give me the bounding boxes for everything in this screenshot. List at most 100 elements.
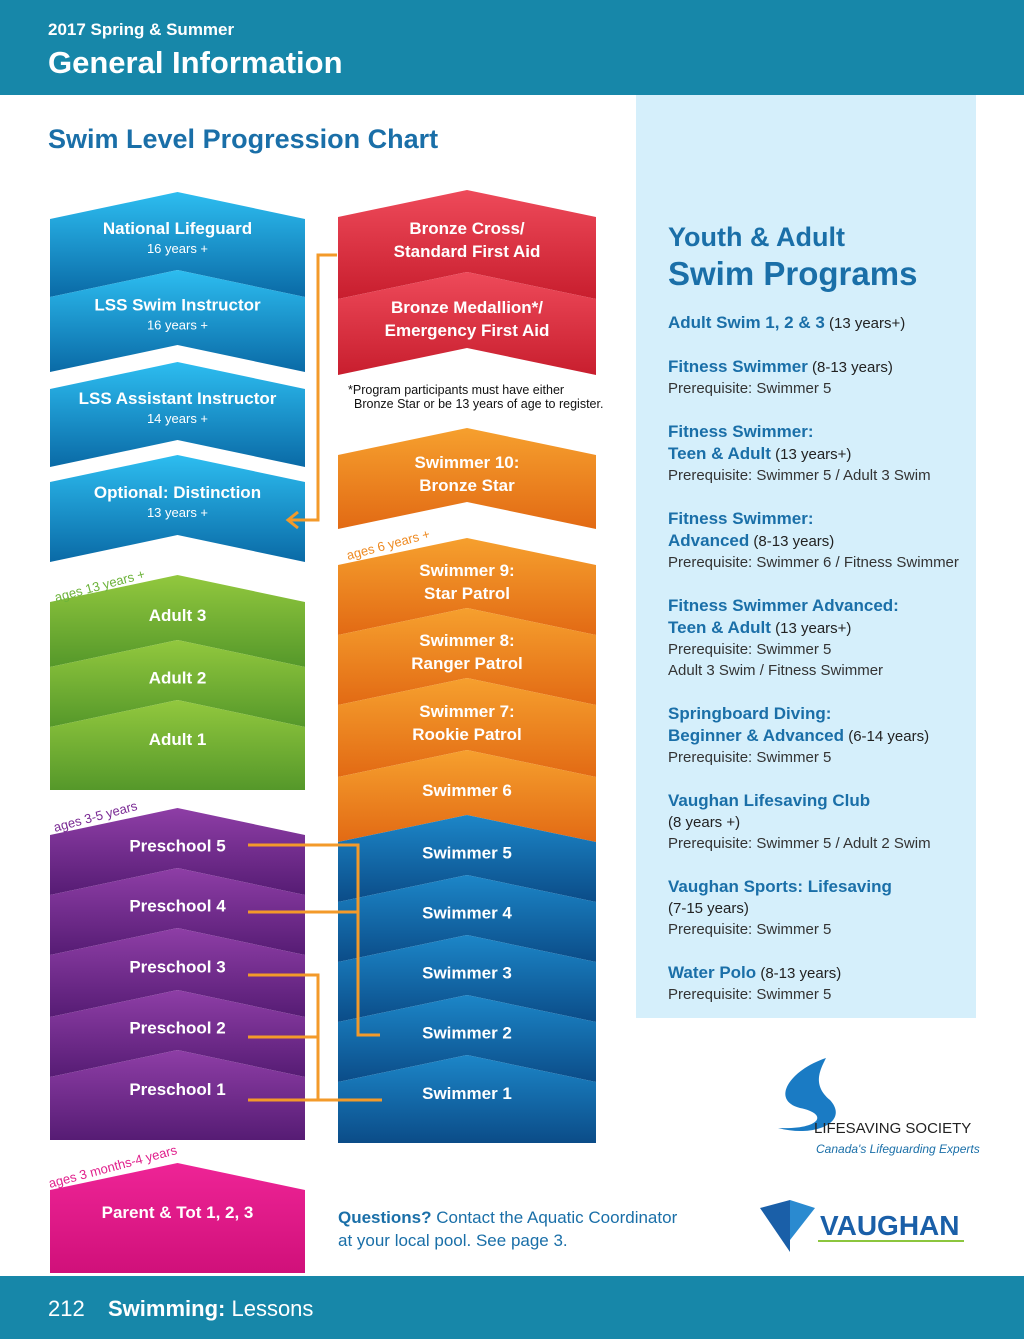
program: Fitness Swimmer: Advanced (8-13 years) Pre… <box>668 508 966 573</box>
program-line: Adult Swim 1, 2 & 3 (13 years+) <box>668 312 966 334</box>
program: Fitness Swimmer: Teen & Adult (13 years+)… <box>668 421 966 486</box>
level-label: LSS Swim Instructor <box>94 296 261 315</box>
level-label: Swimmer 8: <box>419 631 514 650</box>
chart-title: Swim Level Progression Chart <box>48 124 438 154</box>
level-label: LSS Assistant Instructor <box>79 389 277 408</box>
level-label: Swimmer 10: <box>415 453 520 472</box>
program-ages: (6-14 years) <box>848 728 930 745</box>
connectors <box>248 253 382 1102</box>
questions-text: Contact the Aquatic Coordinator <box>436 1208 677 1227</box>
header-season: 2017 Spring & Summer <box>48 20 235 39</box>
program-line: Teen & Adult (13 years+) <box>668 617 966 639</box>
level-label: Bronze Star <box>419 476 515 495</box>
program-name: Fitness Swimmer Advanced: <box>668 596 899 615</box>
vaughan-logo <box>790 1200 815 1240</box>
program-ages: (7-15 years) <box>668 900 749 917</box>
program-line: Fitness Swimmer: <box>668 421 966 443</box>
program-detail: Prerequisite: Swimmer 5 / Adult 2 Swim <box>668 835 931 852</box>
level-block <box>50 928 305 1017</box>
level-label: Emergency First Aid <box>385 321 550 340</box>
level-block <box>50 575 305 667</box>
program-detail: Prerequisite: Swimmer 6 / Fitness Swimme… <box>668 554 959 571</box>
program-detail: Prerequisite: Swimmer 5 / Adult 3 Swim <box>668 467 931 484</box>
program: Adult Swim 1, 2 & 3 (13 years+) <box>668 312 966 334</box>
program-name: Teen & Adult <box>668 618 771 637</box>
program-name: Fitness Swimmer: <box>668 509 814 528</box>
level-label: Swimmer 1 <box>422 1084 512 1103</box>
level-block <box>338 608 596 705</box>
level-label: Swimmer 7: <box>419 702 514 721</box>
level-label: Star Patrol <box>424 584 510 603</box>
program-detail: Prerequisite: Swimmer 5 <box>668 921 832 938</box>
program-line: Teen & Adult (13 years+) <box>668 443 966 465</box>
level-block <box>338 190 596 299</box>
program-detail: Prerequisite: Swimmer 5 <box>668 641 832 658</box>
level-block <box>338 935 596 1022</box>
level-label: Swimmer 2 <box>422 1024 512 1043</box>
level-block <box>50 270 305 372</box>
program-name: Fitness Swimmer <box>668 357 808 376</box>
page-number: 212 <box>48 1296 85 1321</box>
level-label: Optional: Distinction <box>94 483 261 502</box>
program-name: Fitness Swimmer: <box>668 422 814 441</box>
level-block <box>50 362 305 467</box>
connector <box>248 843 380 1037</box>
level-label: Ranger Patrol <box>411 654 522 673</box>
header-bar <box>0 0 1024 95</box>
level-age: 16 years + <box>147 241 208 256</box>
connector <box>248 973 320 1100</box>
program-name: Vaughan Sports: Lifesaving <box>668 877 892 896</box>
questions-text: at your local pool. See page 3. <box>338 1231 568 1250</box>
level-block <box>50 700 305 790</box>
level-label: Preschool 3 <box>129 958 225 977</box>
lifesaving-name: LIFESAVING SOCIETY <box>814 1120 971 1137</box>
level-label: Preschool 4 <box>129 897 226 916</box>
program-name: Adult Swim 1, 2 & 3 <box>668 313 825 332</box>
program-line: Water Polo (8-13 years) <box>668 962 966 984</box>
lifesaving-tagline: Canada's Lifeguarding Experts <box>816 1142 980 1156</box>
level-block <box>50 1163 305 1273</box>
program-ages: (13 years+) <box>775 446 852 463</box>
program: Vaughan Sports: Lifesaving (7-15 years) Pr… <box>668 876 966 940</box>
program-ages: (13 years+) <box>775 620 852 637</box>
program-line: Advanced (8-13 years) <box>668 530 966 552</box>
program: Springboard Diving: Beginner & Advanced (… <box>668 703 966 768</box>
program-ages: (8 years +) <box>668 814 741 831</box>
program-line: Fitness Swimmer: <box>668 508 966 530</box>
program-line: Vaughan Lifesaving Club <box>668 790 966 812</box>
chevrons: National Lifeguard 16 years + LSS Swim Ins… <box>50 190 596 1273</box>
program-list: Adult Swim 1, 2 & 3 (13 years+) Fitness S… <box>668 312 966 1005</box>
header-title: General Information <box>48 45 343 80</box>
program: Fitness Swimmer (8-13 years) Prerequisite… <box>668 356 966 399</box>
level-block <box>338 875 596 962</box>
program-name: Springboard Diving: <box>668 704 832 723</box>
level-block <box>338 750 596 842</box>
connector <box>290 253 337 522</box>
level-block <box>50 868 305 955</box>
program-line: Fitness Swimmer Advanced: <box>668 595 966 617</box>
level-label: Parent & Tot 1, 2, 3 <box>102 1203 254 1222</box>
program-detail: Prerequisite: Swimmer 5 <box>668 749 832 766</box>
level-label: Adult 1 <box>149 730 207 749</box>
level-label: Preschool 1 <box>129 1080 225 1099</box>
level-block <box>338 272 596 375</box>
program-name: Vaughan Lifesaving Club <box>668 791 871 810</box>
level-block <box>50 455 305 562</box>
program-ages: (8-13 years) <box>812 359 893 376</box>
level-block <box>50 1050 305 1140</box>
level-block <box>338 1055 596 1143</box>
level-age: 13 years + <box>147 505 208 520</box>
program-detail: Prerequisite: Swimmer 5 <box>668 380 832 397</box>
level-label: Preschool 2 <box>129 1019 225 1038</box>
level-label: Swimmer 9: <box>419 561 514 580</box>
level-age: 14 years + <box>147 411 208 426</box>
level-label: Rookie Patrol <box>412 725 522 744</box>
level-block <box>338 538 596 635</box>
questions: Questions? Contact the Aquatic Coordinat… <box>338 1208 678 1227</box>
program-line: Beginner & Advanced (6-14 years) <box>668 725 966 747</box>
level-label: Preschool 5 <box>129 837 225 856</box>
level-label: Adult 2 <box>149 669 207 688</box>
level-block <box>50 808 305 895</box>
